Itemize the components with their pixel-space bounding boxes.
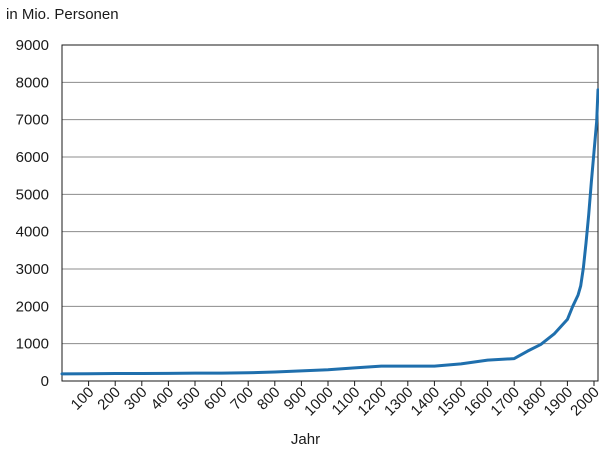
x-axis-title-text: Jahr: [290, 431, 321, 448]
x-tick-label: 300: [121, 384, 151, 414]
x-tick-label: 200: [94, 384, 124, 414]
y-tick-label: 6000: [16, 149, 49, 166]
y-tick-label: 2000: [16, 298, 49, 315]
x-tick-label: 1200: [354, 384, 390, 420]
y-tick-labels: 0 1000 2000 3000 4000 5000 6000 7000 8000 9000: [16, 37, 49, 390]
y-tick-label: 1000: [16, 336, 49, 353]
x-tick-label: 1700: [487, 384, 523, 420]
x-tick-label: 400: [148, 384, 178, 414]
x-axis-title: Jahr: [0, 431, 599, 448]
x-tick-label: 700: [227, 384, 257, 414]
x-tick-label: 1000: [301, 384, 337, 420]
x-tick-label: 1100: [329, 384, 364, 419]
x-tick-label: 100: [68, 384, 98, 414]
gridlines: [62, 44, 598, 345]
x-tick-label: 600: [201, 384, 231, 414]
y-tick-label: 4000: [16, 224, 49, 241]
x-tick-label: 1800: [514, 384, 550, 420]
y-tick-label: 0: [41, 373, 49, 390]
y-tick-label: 7000: [16, 112, 49, 129]
x-tick-labels: 1002003004005006007008009001000110012001…: [68, 384, 599, 420]
y-tick-label: 9000: [16, 37, 49, 54]
x-tick-label: 2000: [567, 384, 599, 420]
x-tick-label: 1500: [434, 384, 470, 420]
x-tick-label: 1600: [461, 384, 497, 420]
x-tick-label: 1400: [408, 384, 444, 420]
x-tick-label: 500: [174, 384, 204, 414]
axes: [61, 44, 599, 386]
plot-frame: [61, 44, 599, 382]
x-tick-label: 1900: [541, 384, 577, 420]
y-tick-label: 8000: [16, 74, 49, 91]
series-layer: [60, 88, 599, 376]
y-unit-label: in Mio. Personen: [6, 6, 119, 23]
x-tick-label: 1300: [381, 384, 417, 420]
series-line-0: [60, 88, 599, 376]
y-tick-label: 3000: [16, 261, 49, 278]
x-tick-label: 800: [254, 384, 284, 414]
y-tick-label: 5000: [16, 186, 49, 203]
